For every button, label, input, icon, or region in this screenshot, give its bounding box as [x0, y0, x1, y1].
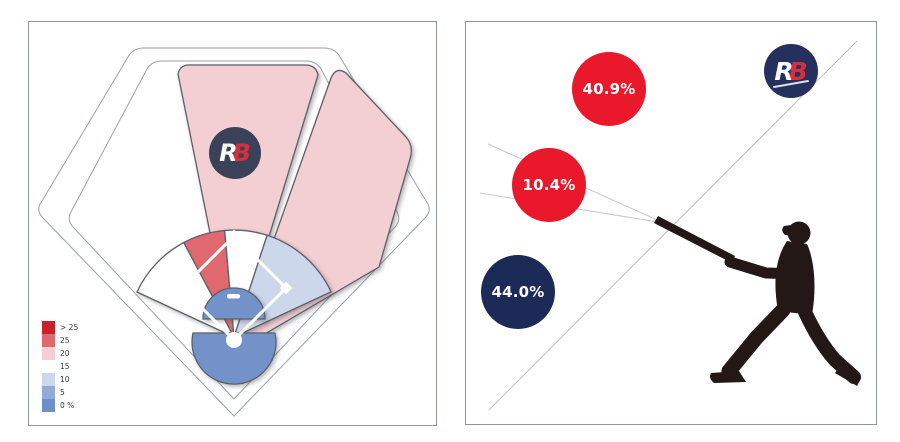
- field-outer-boundary: [38, 47, 430, 417]
- legend-swatch: [42, 386, 55, 399]
- legend-label: 15: [60, 362, 70, 371]
- second-base: [227, 229, 241, 243]
- legend-label: > 25: [60, 323, 79, 332]
- legend-swatch: [42, 347, 55, 360]
- bat: [654, 216, 735, 263]
- rb-logo: R B: [209, 127, 261, 179]
- field-inner-boundary: [68, 60, 400, 400]
- legend-label: 20: [60, 349, 70, 358]
- legend-row: > 25: [42, 321, 78, 334]
- launch-profile-panel: 40.9% 10.4% 44.0% R B: [465, 21, 877, 425]
- legend-swatch: [42, 321, 55, 334]
- legend-label: 10: [60, 375, 70, 384]
- first-base: [279, 281, 293, 295]
- ground-ball-value: 44.0%: [491, 283, 545, 301]
- legend-row: 10: [42, 373, 78, 386]
- rb-logo-letter-b: B: [788, 56, 808, 86]
- legend-row: 15: [42, 360, 78, 373]
- line-drive-value: 10.4%: [522, 176, 576, 194]
- batter-back-shoe: [835, 364, 861, 386]
- launch-profile-graphic: [479, 40, 861, 411]
- rb-logo-letter-b: B: [232, 139, 251, 167]
- legend-swatch: [42, 334, 55, 347]
- fly-ball-bubble: 40.9%: [572, 52, 646, 126]
- line-drive-bubble: 10.4%: [512, 148, 586, 222]
- batter-back-leg: [798, 305, 861, 384]
- legend-label: 5: [60, 388, 65, 397]
- home-plate: [226, 332, 242, 348]
- rb-logo-letter-r: R: [219, 139, 238, 167]
- legend-swatch: [42, 373, 55, 386]
- batter-front-shoe: [710, 371, 746, 383]
- spray-chart-field: [38, 47, 430, 417]
- third-base: [175, 281, 189, 295]
- legend-label: 25: [60, 336, 70, 345]
- helmet-bill: [782, 224, 800, 237]
- heat-legend: > 25 25 20 15 10 5: [42, 321, 78, 412]
- legend-row: 20: [42, 347, 78, 360]
- minus-marker: [227, 294, 240, 299]
- ground-ball-bubble: 44.0%: [481, 255, 555, 329]
- legend-label: 0 %: [60, 401, 75, 410]
- fly-ball-value: 40.9%: [582, 80, 636, 98]
- rb-logo-letter-r: R: [774, 56, 794, 86]
- zone-home-plate-area: [191, 332, 277, 385]
- legend-row: 25: [42, 334, 78, 347]
- batter-front-leg: [721, 302, 791, 379]
- legend-swatch: [42, 360, 55, 373]
- batter-torso: [775, 241, 815, 315]
- batter-silhouette: [654, 216, 861, 386]
- spray-chart-panel: R B > 25 25 20 15 10: [28, 21, 437, 426]
- legend-row: 0 %: [42, 399, 78, 412]
- legend-row: 5: [42, 386, 78, 399]
- legend-swatch: [42, 399, 55, 412]
- rb-logo: R B: [764, 44, 818, 98]
